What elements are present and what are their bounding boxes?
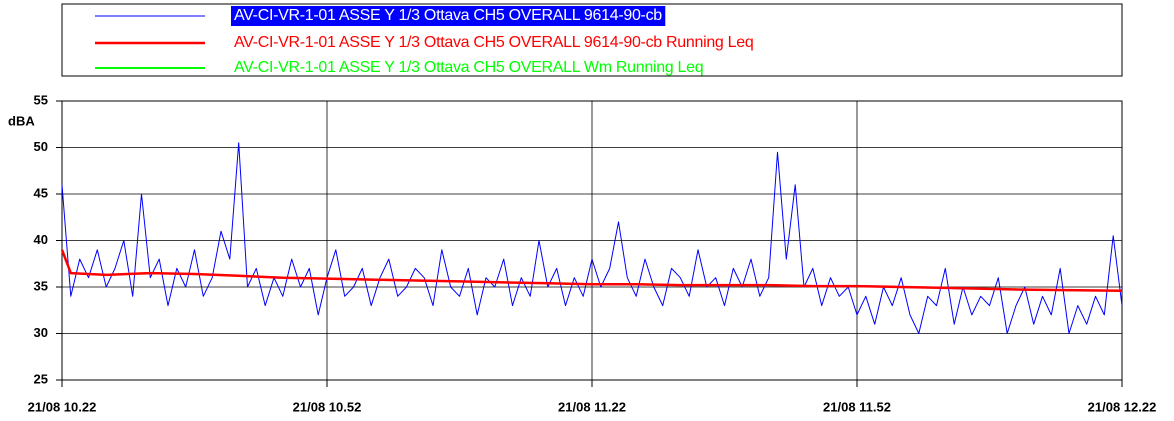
- x-tick-label: 21/08 12.22: [1088, 399, 1157, 414]
- y-tick-label: 25: [34, 371, 48, 386]
- y-tick-label: 55: [34, 92, 48, 107]
- legend-label: AV-CI-VR-1-01 ASSE Y 1/3 Ottava CH5 OVER…: [234, 34, 753, 51]
- y-tick-label: 35: [34, 278, 48, 293]
- series-line: [61, 142, 1123, 334]
- y-axis-label: dBA: [8, 113, 35, 128]
- y-tick-label: 50: [34, 139, 48, 154]
- y-tick-label: 30: [34, 325, 48, 340]
- x-tick-label: 21/08 10.52: [293, 399, 362, 414]
- legend-highlight: [231, 6, 666, 26]
- series-line: [60, 249, 1123, 292]
- y-tick-label: 40: [34, 232, 48, 247]
- x-tick-label: 21/08 11.52: [823, 399, 891, 414]
- legend-label: AV-CI-VR-1-01 ASSE Y 1/3 Ottava CH5 OVER…: [234, 7, 662, 24]
- y-tick-label: 45: [34, 185, 48, 200]
- x-tick-label: 21/08 11.22: [558, 399, 626, 414]
- x-tick-label: 21/08 10.22: [28, 399, 97, 414]
- legend-label: AV-CI-VR-1-01 ASSE Y 1/3 Ottava CH5 OVER…: [234, 59, 703, 76]
